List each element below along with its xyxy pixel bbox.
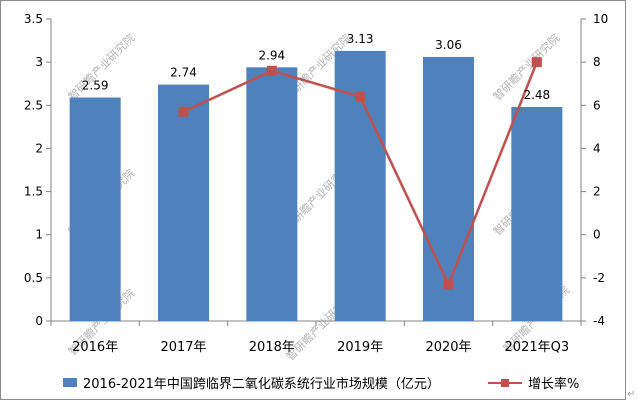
growth-point <box>443 279 454 290</box>
right-tick-label: 10 <box>593 12 608 26</box>
bar <box>69 97 121 322</box>
bar-value-label: 3.13 <box>347 32 374 46</box>
growth-point <box>266 65 277 76</box>
x-category-label: 2018年 <box>249 340 295 355</box>
legend-item-growth-rate: 增长率% <box>488 373 579 392</box>
right-tick-label: -2 <box>593 271 605 285</box>
watermark-layer: 智研瞻产业研究院 智研瞻产业研究院智研瞻产业研究院智研瞻产业研究院智研瞻产业研究院… <box>65 31 572 363</box>
legend-line-swatch <box>488 378 522 388</box>
left-tick-label: 0 <box>35 314 43 328</box>
data-labels: 2.59 2.74 2.94 3.13 3.06 2.48 <box>82 32 550 102</box>
left-tick-label: 1.5 <box>24 185 43 199</box>
right-tick-label: 4 <box>593 141 601 155</box>
growth-point <box>531 57 542 68</box>
growth-point <box>355 91 366 102</box>
x-category-label: 2017年 <box>160 340 206 355</box>
right-tick-label: -4 <box>593 314 605 328</box>
x-category-label: 2021年Q3 <box>505 340 570 355</box>
right-tick-label: 6 <box>593 98 601 112</box>
left-tick-label: 0.5 <box>24 271 43 285</box>
bar-value-label: 2.59 <box>82 79 109 93</box>
bar-value-label: 2.48 <box>523 88 550 102</box>
growth-point <box>178 106 189 117</box>
right-tick-label: 2 <box>593 185 601 199</box>
legend-label-market-size: 2016-2021年中国跨临界二氧化碳系统行业市场规模（亿元） <box>83 377 440 392</box>
axes: 0 0.5 1 1.5 2 2.5 3 3.5 -4 -2 0 2 4 6 8 10 2016年 2017年 201… <box>24 12 608 355</box>
bar <box>158 84 209 321</box>
left-tick-label: 1 <box>35 228 43 242</box>
chart: 智研瞻产业研究院 智研瞻产业研究院智研瞻产业研究院智研瞻产业研究院智研瞻产业研究院… <box>24 12 608 363</box>
bars <box>69 50 563 322</box>
left-tick-label: 3 <box>35 55 43 69</box>
bar-value-label: 3.06 <box>435 38 462 52</box>
x-category-label: 2016年 <box>72 340 118 355</box>
legend-item-market-size: 2016-2021年中国跨临界二氧化碳系统行业市场规模（亿元） <box>63 373 440 392</box>
right-tick-label: 8 <box>593 55 601 69</box>
left-tick-label: 2 <box>35 141 43 155</box>
x-category-label: 2019年 <box>337 340 383 355</box>
chart-frame: 智研瞻产业研究院 智研瞻产业研究院 智研瞻产业研究院 智研瞻产业研究院 智研瞻产业研究院… <box>0 0 626 400</box>
bar-value-label: 2.74 <box>170 66 197 80</box>
bar <box>511 107 563 321</box>
x-category-label: 2020年 <box>425 340 471 355</box>
bar-value-label: 2.94 <box>258 48 285 62</box>
bar <box>423 56 474 322</box>
bar <box>246 67 298 321</box>
growth-line <box>178 57 542 290</box>
left-tick-label: 2.5 <box>24 98 43 112</box>
right-tick-label: 0 <box>593 228 601 242</box>
legend-label-growth-rate: 增长率% <box>528 377 580 392</box>
legend-bar-swatch <box>63 378 77 387</box>
legend: 2016-2021年中国跨临界二氧化碳系统行业市场规模（亿元） 增长率% <box>1 373 627 393</box>
return-mark-icon: ↵ <box>627 389 636 400</box>
left-tick-label: 3.5 <box>24 12 43 26</box>
